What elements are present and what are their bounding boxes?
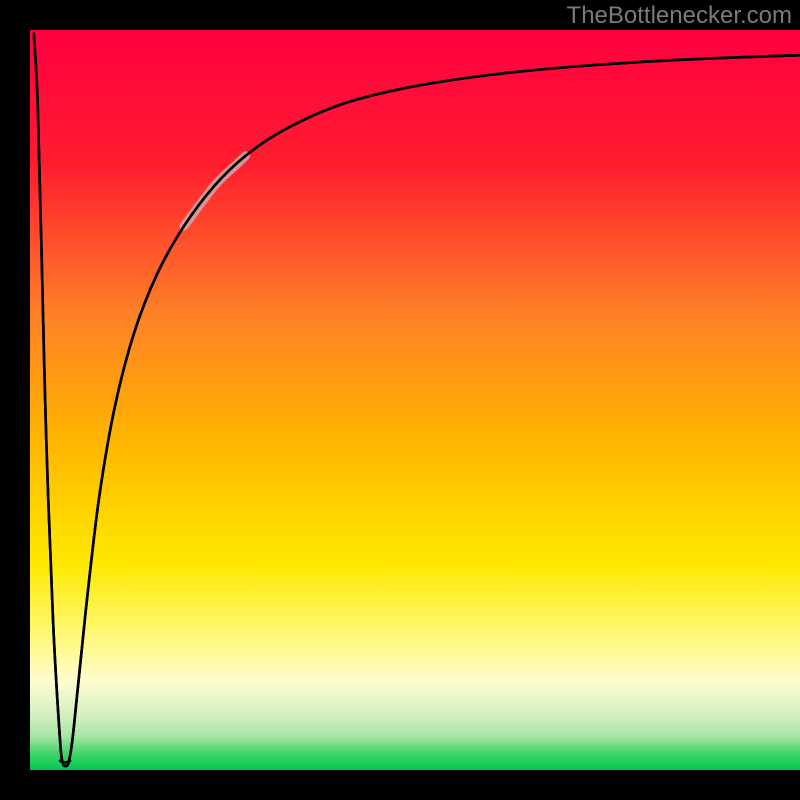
plot-gradient-bg [30,30,800,770]
gradient-line-chart [0,0,800,800]
chart-root: TheBottlenecker.com [0,0,800,800]
watermark-text: TheBottlenecker.com [567,2,792,30]
